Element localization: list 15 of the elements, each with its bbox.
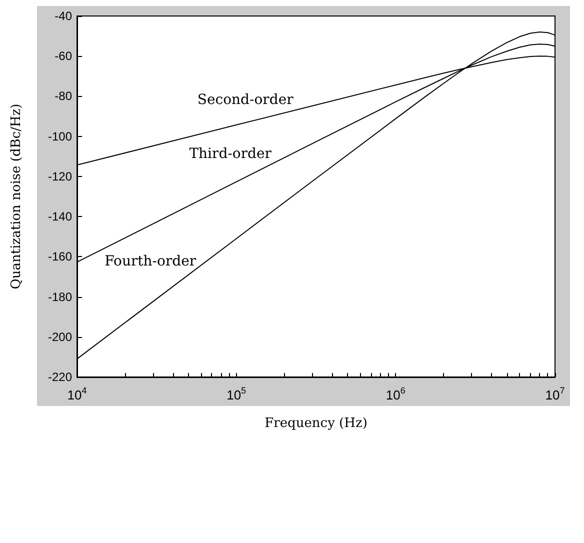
y-tick-label: -200 (48, 330, 72, 344)
y-tick-label: -40 (54, 9, 72, 23)
y-tick-label: -100 (48, 129, 72, 144)
y-tick-label: -80 (54, 89, 72, 104)
y-tick-label: -60 (54, 49, 72, 64)
series-label: Fourth-order (104, 254, 196, 270)
y-tick-label: -120 (48, 169, 72, 184)
y-tick-label: -140 (48, 210, 72, 224)
series-label: Third-order (189, 146, 272, 162)
y-tick-label: -180 (48, 290, 72, 304)
series-label: Second-order (197, 92, 294, 108)
y-tick-label: -160 (48, 250, 72, 264)
y-axis-title: Quantization noise (dBc/Hz) (9, 104, 24, 290)
y-tick-label: -220 (48, 370, 72, 384)
x-axis-title: Frequency (Hz) (264, 416, 368, 431)
